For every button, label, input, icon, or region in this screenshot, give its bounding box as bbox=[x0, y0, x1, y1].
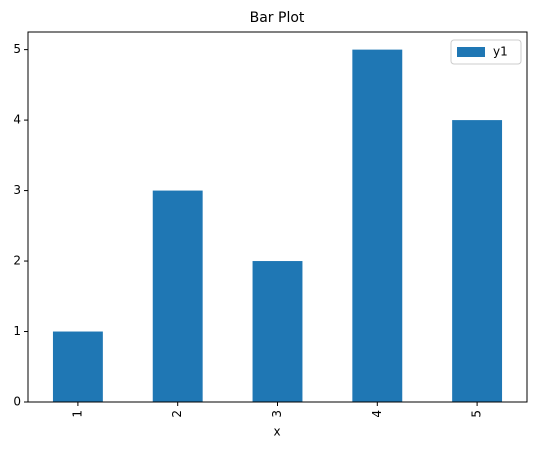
x-tick-label: 4 bbox=[370, 410, 384, 418]
legend-label: y1 bbox=[493, 45, 508, 59]
x-tick-label: 3 bbox=[270, 410, 284, 418]
y-tick-label: 4 bbox=[13, 113, 21, 127]
bar bbox=[252, 261, 303, 402]
y-tick-label: 0 bbox=[13, 395, 21, 409]
bar bbox=[452, 120, 503, 402]
plot-frame bbox=[27, 31, 528, 403]
chart-title: Bar Plot bbox=[250, 10, 305, 26]
y-tick-label: 1 bbox=[13, 324, 21, 338]
x-tick-label: 2 bbox=[170, 410, 184, 418]
y-tick-label: 5 bbox=[13, 42, 21, 56]
x-tick-label: 1 bbox=[70, 410, 84, 418]
x-axis-label: x bbox=[273, 425, 280, 439]
bar bbox=[352, 49, 403, 402]
y-tick-label: 2 bbox=[13, 254, 21, 268]
legend-swatch bbox=[457, 47, 485, 57]
x-tick-label: 5 bbox=[470, 410, 484, 418]
legend-box bbox=[450, 39, 522, 65]
bar bbox=[152, 190, 203, 402]
bar bbox=[52, 331, 103, 402]
y-tick-label: 3 bbox=[13, 183, 21, 197]
